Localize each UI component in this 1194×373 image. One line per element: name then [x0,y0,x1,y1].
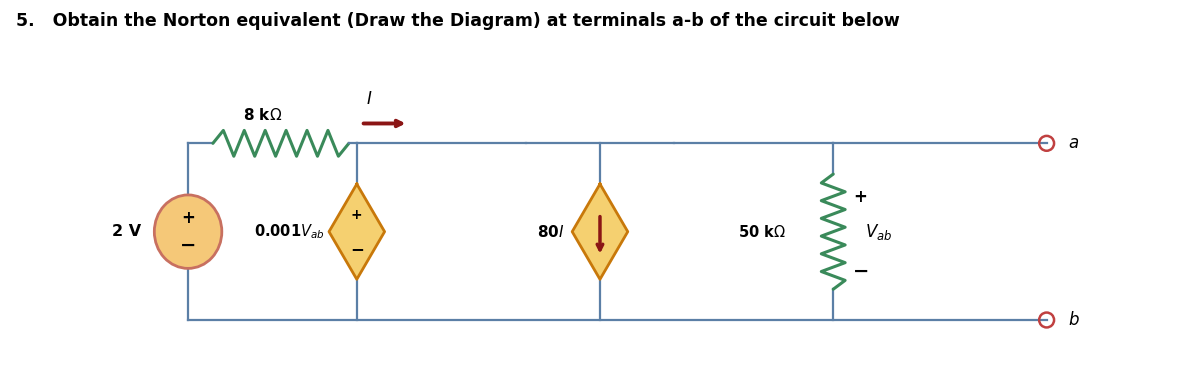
Text: $b$: $b$ [1069,311,1081,329]
Text: +: + [853,188,867,206]
Polygon shape [330,184,384,279]
Text: $V_{ab}$: $V_{ab}$ [864,222,892,242]
Text: 80$I$: 80$I$ [536,224,564,240]
Ellipse shape [154,195,222,269]
Text: 5.   Obtain the Norton equivalent (Draw the Diagram) at terminals a-b of the cir: 5. Obtain the Norton equivalent (Draw th… [17,12,900,30]
Text: 2 V: 2 V [112,224,141,239]
Text: −: − [180,236,196,255]
Polygon shape [572,184,628,279]
Text: 50 k$\Omega$: 50 k$\Omega$ [738,224,786,240]
Text: $I$: $I$ [365,90,373,107]
Text: −: − [350,239,364,257]
Text: +: + [181,209,195,227]
Text: 0.001$V_{ab}$: 0.001$V_{ab}$ [254,222,325,241]
Text: +: + [351,208,363,222]
Text: −: − [853,262,869,281]
Text: 8 k$\Omega$: 8 k$\Omega$ [244,107,283,123]
Text: $a$: $a$ [1069,134,1079,152]
